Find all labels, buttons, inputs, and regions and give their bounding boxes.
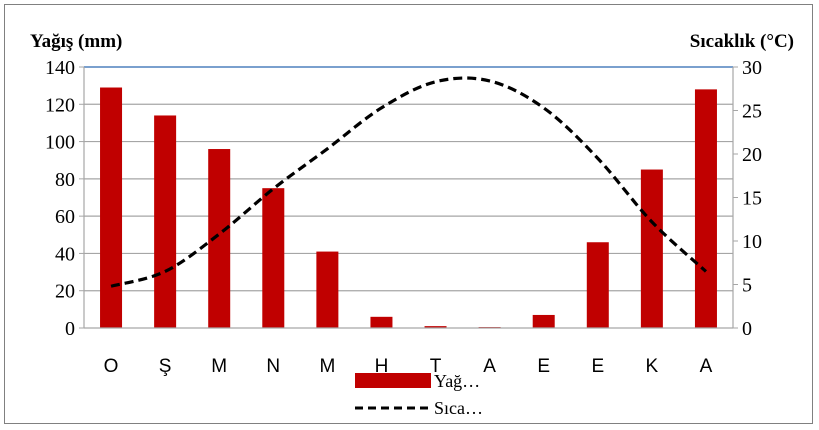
temperature-line xyxy=(110,76,708,288)
bar xyxy=(586,242,609,328)
bar xyxy=(694,89,717,328)
left-tick-label: 100 xyxy=(45,132,75,154)
x-tick-label: Ş xyxy=(159,356,172,377)
bar xyxy=(532,314,555,328)
legend-label-temperature: Sıca… xyxy=(434,398,483,418)
left-axis-title: Yağış (mm) xyxy=(30,31,122,52)
legend: Yağ… Sıca… xyxy=(355,371,483,418)
bar xyxy=(370,316,393,328)
precipitation-bars xyxy=(100,87,717,328)
left-tick-label: 0 xyxy=(65,318,75,340)
x-tick-label: O xyxy=(104,356,119,377)
tick-labels: 0 20 40 60 80 100 120 140 0 5 10 15 20 25 30 O Ş M N M H T A E E… xyxy=(45,57,762,377)
x-tick-label: A xyxy=(483,356,496,377)
left-tick-label: 80 xyxy=(55,169,75,191)
x-tick-label: A xyxy=(700,356,713,377)
bar xyxy=(154,115,177,328)
bar xyxy=(208,149,231,328)
right-tick-label: 10 xyxy=(742,231,762,253)
bar xyxy=(262,188,285,328)
x-tick-label: H xyxy=(375,356,389,377)
chart-frame xyxy=(4,4,813,424)
left-tick-label: 120 xyxy=(45,94,75,116)
bar xyxy=(316,251,339,328)
left-tick-label: 60 xyxy=(55,206,75,228)
bar xyxy=(100,87,123,328)
temperature-series-line xyxy=(110,76,708,288)
axes xyxy=(79,66,738,329)
right-tick-label: 25 xyxy=(742,101,762,123)
left-tick-label: 40 xyxy=(55,243,75,265)
legend-swatch-precipitation xyxy=(355,373,431,388)
right-tick-label: 0 xyxy=(742,318,752,340)
right-tick-label: 5 xyxy=(742,275,752,297)
legend-label-precipitation: Yağ… xyxy=(434,371,480,391)
right-tick-label: 15 xyxy=(742,188,762,210)
left-tick-label: 140 xyxy=(45,57,75,79)
gridlines xyxy=(84,66,733,292)
x-tick-label: E xyxy=(537,356,550,377)
x-tick-label: T xyxy=(430,356,442,377)
x-tick-label: M xyxy=(211,356,227,377)
x-tick-label: E xyxy=(591,356,604,377)
x-tick-label: K xyxy=(646,356,659,377)
x-tick-label: M xyxy=(319,356,335,377)
x-tick-label: N xyxy=(266,356,280,377)
right-tick-label: 20 xyxy=(742,144,762,166)
right-tick-label: 30 xyxy=(742,57,762,79)
bar xyxy=(640,169,663,328)
right-axis-title: Sıcaklık (°C) xyxy=(690,31,794,52)
left-tick-label: 20 xyxy=(55,281,75,303)
bar xyxy=(424,326,447,328)
